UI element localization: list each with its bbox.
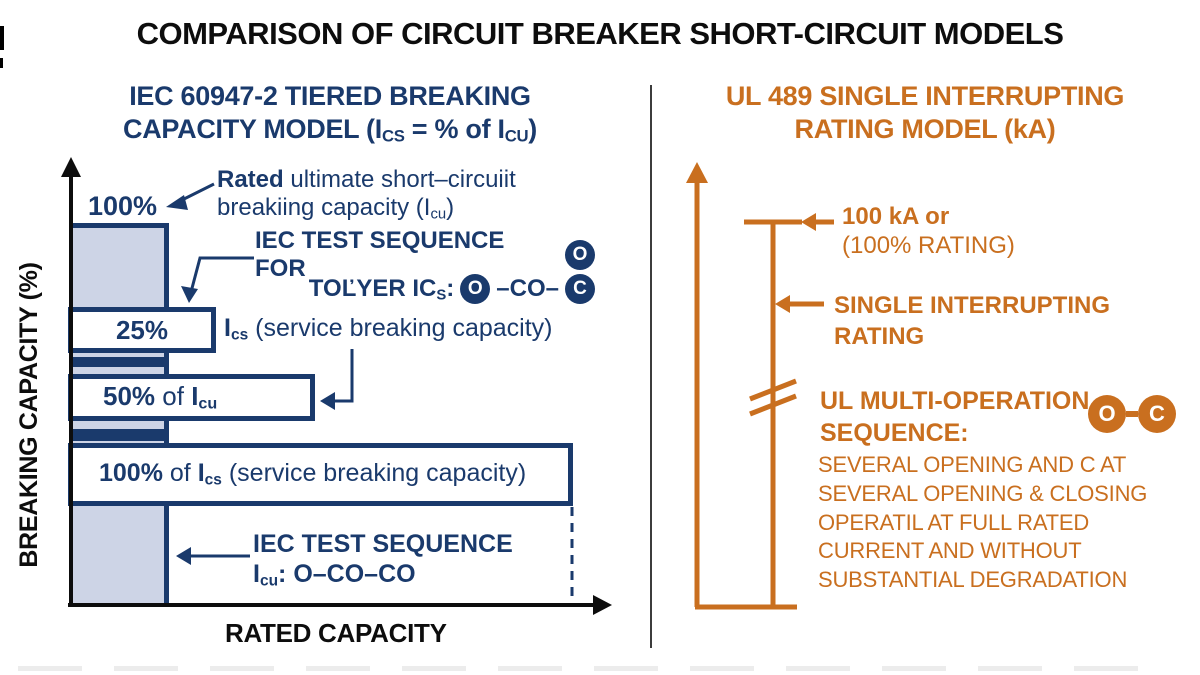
break-slash-2: [749, 393, 797, 417]
bar-25pct-label: 25%: [115, 314, 169, 345]
icu-test-sequence-note: IEC TEST SEQUENCE Icu: O–CO–CO: [253, 530, 513, 590]
left-panel-heading: IEC 60947-2 TIERED BREAKING CAPACITY MOD…: [85, 80, 575, 153]
ul-scale-arrowhead: [686, 162, 708, 183]
left-heading-line1: IEC 60947-2 TIERED BREAKING: [129, 81, 531, 111]
right-heading-line1: UL 489 SINGLE INTERRUPTING: [725, 81, 1125, 111]
o-circle-icon: O: [565, 240, 595, 270]
bar-100pct: 100% of Ics (service breaking capacity): [68, 443, 573, 506]
break-slash-1: [749, 378, 797, 402]
left-edge-mark: [0, 26, 4, 50]
lh2-sub1: CS: [381, 126, 405, 146]
c-circle-icon: C: [1138, 395, 1176, 433]
ics-service-note: Ics (service breaking capacity): [224, 314, 553, 344]
ul-multi-operation-heading: UL MULTI-OPERATION SEQUENCE:: [820, 387, 1090, 447]
bottom-caption-smudge: [18, 666, 1168, 671]
bar-25pct: 25%: [68, 307, 216, 353]
main-title: COMPARISON OF CIRCUIT BREAKER SHORT-CIRC…: [136, 16, 1064, 51]
iec-seq-line2: TOĽYER ICS: O –CO– C: [255, 272, 595, 306]
x-axis-label: RATED CAPACITY: [225, 618, 447, 648]
y-axis-label: BREAKING CAPACITY (%): [15, 262, 43, 568]
y-axis-arrowhead: [61, 157, 81, 177]
ul-sequence-paragraph: SEVERAL OPENING AND C AT SEVERAL OPENING…: [818, 452, 1148, 593]
right-heading-line2: RATING MODEL (kA): [794, 114, 1056, 144]
bar-50pct: 50% of Icu: [68, 374, 315, 421]
column-divider-band: [72, 357, 164, 367]
o-circle-icon: O: [460, 274, 491, 304]
lh2-post: ): [528, 114, 537, 144]
right-panel-heading: UL 489 SINGLE INTERRUPTING RATING MODEL …: [695, 80, 1155, 146]
lh2-pre: CAPACITY MODEL (I: [123, 114, 382, 144]
rated-note-line1: Rated ultimate short–circuiit: [217, 166, 516, 193]
label-100pct: 100%: [88, 191, 158, 221]
single-interrupting-note: SINGLE INTERRUPTING RATING: [834, 292, 1111, 350]
ka-rating-note: 100 kA or (100% RATING): [842, 203, 1015, 259]
bar-50pct-label: 50% of Icu: [103, 381, 218, 413]
left-edge-mark-small: [0, 58, 3, 68]
left-heading-line2: CAPACITY MODEL (ICS = % of ICU): [85, 113, 575, 153]
column-divider-band: [72, 429, 164, 441]
lh2-mid: = % of I: [404, 114, 505, 144]
rated-capacity-note: Rated ultimate short–circuiit breakiing …: [217, 166, 516, 228]
arrow-rated-to-100pct: [175, 182, 215, 205]
lh2-sub2: CU: [504, 126, 529, 146]
rated-note-line2: breakiing capacity (Icu): [217, 194, 455, 223]
c-circle-icon: C: [565, 274, 595, 304]
iec-test-sequence-note: IEC TEST SEQUENCE FOR O TOĽYER ICS: O –C…: [255, 227, 595, 306]
o-circle-icon: O: [1088, 395, 1126, 433]
badge-dash: [1126, 411, 1138, 417]
arrow-iecseq-to-bar: [189, 256, 254, 293]
iec-seq-line1: IEC TEST SEQUENCE FOR O: [255, 227, 595, 282]
arrow-ics-to-50pct-bar: [328, 349, 354, 403]
bar-100pct-label: 100% of Ics (service breaking capacity): [99, 459, 527, 489]
x-axis-arrowhead: [593, 595, 612, 615]
o-c-sequence-badge: O C: [1088, 395, 1176, 433]
